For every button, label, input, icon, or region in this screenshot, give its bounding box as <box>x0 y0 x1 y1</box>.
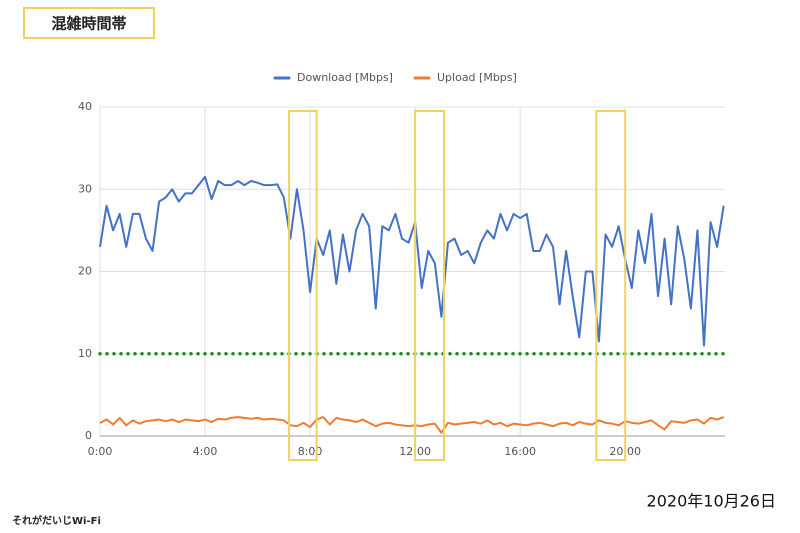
x-tick-label: 16:00 <box>504 445 536 458</box>
y-tick-label: 30 <box>78 182 92 195</box>
y-tick-label: 0 <box>85 429 92 442</box>
series-line <box>99 416 725 434</box>
date: 2020年10月26日 <box>647 492 776 511</box>
highlight-box <box>414 110 446 461</box>
legend-label: Upload [Mbps] <box>437 71 517 84</box>
logo: それがだいじWi-Fi <box>12 514 101 527</box>
highlight-box <box>288 110 318 461</box>
highlight-box <box>595 110 627 461</box>
series-line <box>99 175 725 347</box>
x-tick-label: 8:00 <box>298 445 323 458</box>
y-tick-label: 40 <box>78 100 92 113</box>
badge-box <box>23 7 155 39</box>
legend-label: Download [Mbps] <box>297 71 393 84</box>
x-tick-label: 4:00 <box>193 445 218 458</box>
x-tick-label: 0:00 <box>88 445 113 458</box>
y-tick-label: 10 <box>78 347 92 360</box>
y-tick-label: 20 <box>78 265 92 278</box>
badge: 混雑時間帯 <box>51 15 126 33</box>
